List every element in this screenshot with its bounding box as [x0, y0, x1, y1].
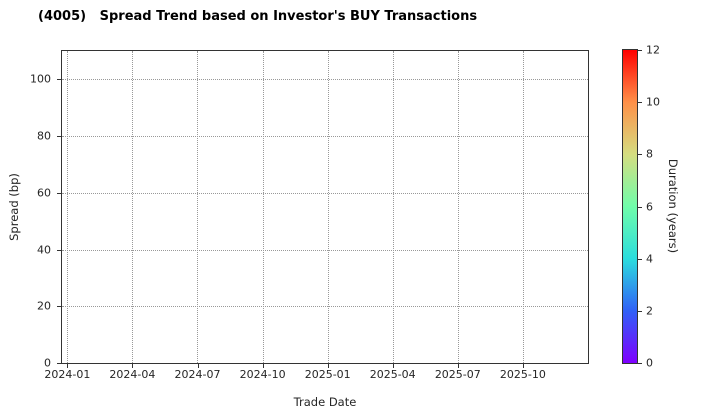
y-tick: [57, 136, 61, 138]
y-tick-label: 100: [30, 72, 51, 86]
y-tick: [57, 79, 61, 81]
x-tick-label: 2024-04: [109, 368, 156, 381]
y-gridline: [62, 136, 588, 138]
y-tick-label: 40: [37, 243, 51, 256]
colorbar-tick: [638, 206, 642, 208]
y-tick-label: 20: [37, 299, 51, 313]
x-gridline: [197, 51, 199, 363]
colorbar-tick-label: 12: [646, 43, 660, 57]
colorbar: [622, 49, 638, 364]
x-gridline: [262, 51, 264, 363]
x-tick: [457, 364, 459, 368]
chart-title: (4005) Spread Trend based on Investor's …: [38, 9, 478, 24]
y-tick: [57, 192, 61, 194]
colorbar-tick: [638, 258, 642, 260]
plot-area: [61, 50, 589, 364]
colorbar-tick-label: 10: [646, 95, 660, 109]
x-tick-label: 2024-07: [174, 368, 221, 381]
x-gridline: [522, 51, 524, 363]
y-tick: [57, 306, 61, 308]
x-tick: [327, 364, 329, 368]
colorbar-tick-label: 2: [646, 304, 653, 318]
x-tick-label: 2025-04: [369, 368, 416, 381]
colorbar-tick-label: 0: [646, 356, 653, 370]
x-tick-label: 2024-10: [239, 368, 286, 381]
x-gridline: [67, 51, 69, 363]
colorbar-tick: [638, 154, 642, 156]
x-tick-label: 2024-01: [44, 368, 91, 381]
colorbar-tick: [638, 102, 642, 104]
x-tick: [67, 364, 69, 368]
x-tick-label: 2025-01: [304, 368, 351, 381]
colorbar-tick-label: 4: [646, 252, 653, 266]
colorbar-tick: [638, 363, 642, 364]
colorbar-tick: [638, 310, 642, 312]
x-gridline: [392, 51, 394, 363]
y-gridline: [62, 79, 588, 81]
colorbar-label: Duration (years): [666, 158, 681, 254]
y-gridline: [62, 249, 588, 251]
x-tick: [392, 364, 394, 368]
x-tick: [132, 364, 134, 368]
x-gridline: [457, 51, 459, 363]
y-tick-label: 60: [37, 186, 51, 200]
y-gridline: [62, 306, 588, 308]
x-tick-label: 2025-10: [499, 368, 546, 381]
y-gridline: [62, 192, 588, 194]
x-gridline: [132, 51, 134, 363]
colorbar-tick: [638, 50, 642, 51]
colorbar-tick-label: 6: [646, 200, 653, 213]
x-tick: [522, 364, 524, 368]
y-axis-label: Spread (bp): [7, 173, 22, 241]
x-tick-label: 2025-07: [434, 368, 481, 381]
x-tick: [262, 364, 264, 368]
y-tick-label: 0: [44, 356, 51, 370]
y-tick-label: 80: [37, 129, 51, 143]
y-tick: [57, 363, 61, 364]
x-axis-label: Trade Date: [293, 395, 357, 409]
x-tick: [197, 364, 199, 368]
y-tick: [57, 249, 61, 251]
x-gridline: [327, 51, 329, 363]
colorbar-tick-label: 8: [646, 147, 653, 161]
